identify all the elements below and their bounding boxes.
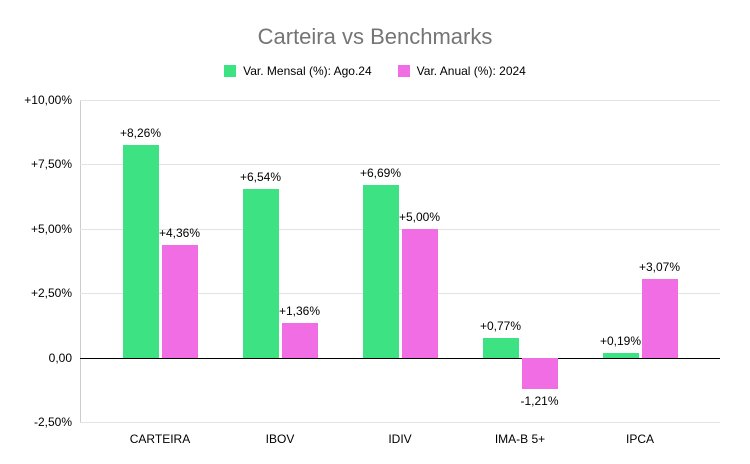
bar-value-label: +6,69% [359,166,402,181]
y-tick-label: -2,50% [33,415,72,429]
y-tick-label: +5,00% [30,221,72,236]
bar-idiv-series-1 [401,228,438,358]
bar-ima-b-5--series-0 [482,337,519,358]
y-tick-label: +7,50% [30,157,72,172]
gridline [80,228,720,230]
legend-label-mensal: Var. Mensal (%): Ago.24 [243,64,372,78]
zero-axis-line [80,357,720,359]
bar-value-label: -1,21% [520,393,559,408]
x-category-label: IPCA [625,432,654,446]
legend: Var. Mensal (%): Ago.24 Var. Anual (%): … [0,64,750,78]
bar-ima-b-5--series-1 [521,357,558,389]
bar-ipca-series-1 [641,278,678,358]
bar-ibov-series-0 [242,189,279,358]
x-category-label: CARTEIRA [129,432,191,446]
bar-idiv-series-0 [362,185,399,358]
bar-carteira-series-0 [122,144,159,358]
gridline [80,422,720,423]
x-category-label: IDIV [388,432,412,446]
bar-value-label: +4,36% [158,226,201,241]
y-tick-label: +2,50% [30,286,72,301]
bar-value-label: +6,54% [239,170,282,185]
y-axis-line [80,100,81,422]
bar-value-label: +3,07% [638,259,681,274]
bar-ibov-series-1 [281,322,318,358]
legend-label-anual: Var. Anual (%): 2024 [416,64,526,78]
legend-item-mensal: Var. Mensal (%): Ago.24 [224,64,372,78]
bar-value-label: +0,77% [479,318,522,333]
plot-area: -2,50% 0,00 +2,50% +5,00% +7,50% +10,00% CARTE… [24,93,720,446]
y-tick-label: 0,00 [48,350,72,365]
bar-value-label: +0,19% [599,333,642,348]
legend-item-anual: Var. Anual (%): 2024 [397,64,526,78]
x-category-label: IBOV [265,432,295,446]
bar-value-label: +5,00% [398,209,441,224]
gridline [80,293,720,295]
bar-carteira-series-1 [161,245,198,358]
bar-value-label: +8,26% [119,125,162,140]
bar-ipca-series-0 [602,352,639,358]
x-category-label: IMA-B 5+ [494,432,546,446]
legend-swatch-anual [397,65,410,77]
chart-title: Carteira vs Benchmarks [257,24,493,49]
y-tick-label: +10,00% [24,93,72,107]
legend-swatch-mensal [224,65,237,77]
bar-value-label: +1,36% [278,303,321,318]
gridline [80,100,720,101]
gridline [80,164,720,166]
